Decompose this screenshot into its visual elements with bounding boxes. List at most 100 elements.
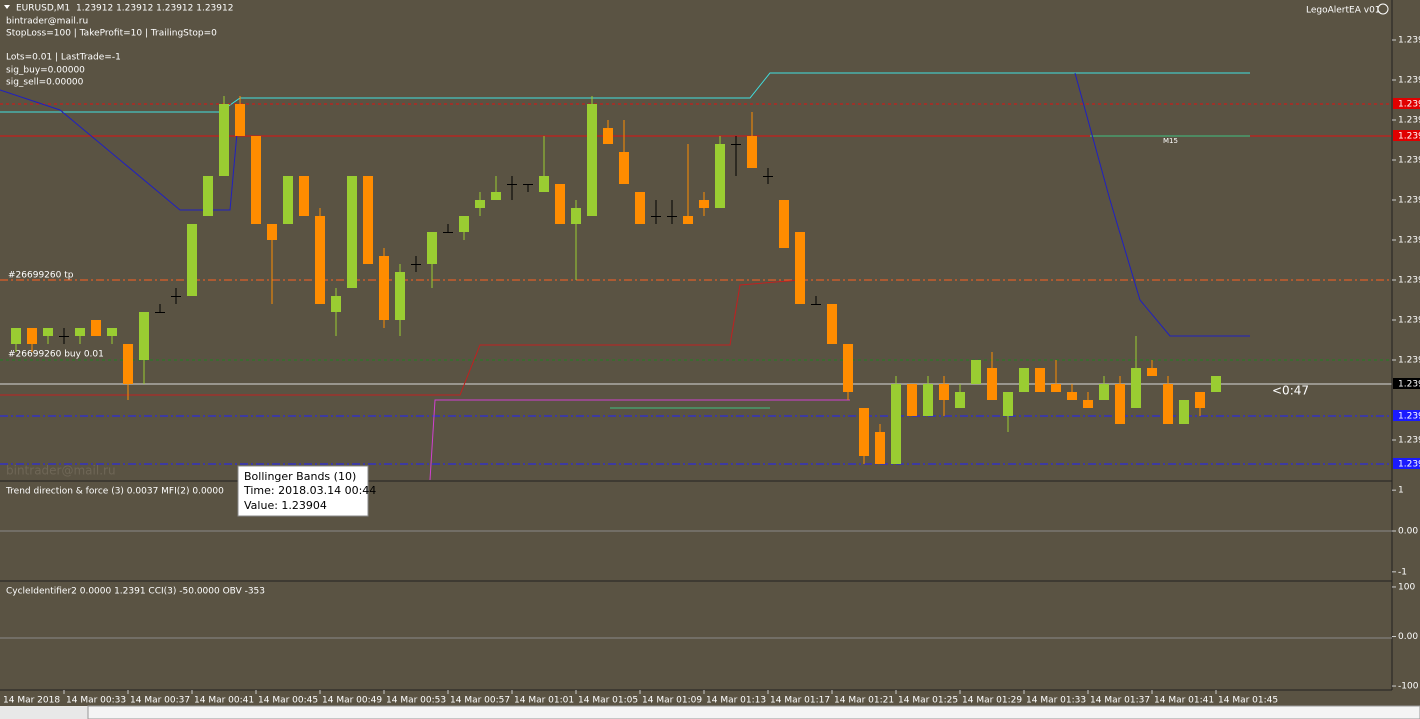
symbol: EURUSD,M1 — [16, 4, 70, 14]
price-tag-label: 1.239 — [1398, 100, 1420, 110]
candle-body — [123, 344, 133, 384]
ea-icon[interactable] — [1377, 3, 1389, 15]
order-label: #26699260 tp — [8, 271, 74, 281]
x-tick-label: 14 Mar 01:17 — [770, 696, 830, 706]
y-tick-label: 1.239 — [1398, 356, 1420, 366]
price-tag-label: 1.239 — [1398, 132, 1420, 142]
candle-body — [507, 184, 517, 185]
countdown: <0:47 — [1272, 384, 1309, 398]
candle-body — [571, 208, 581, 224]
candle-body — [539, 176, 549, 192]
y-tick-label: 1.239 — [1398, 116, 1420, 126]
candle-body — [747, 136, 757, 168]
candle-body — [843, 344, 853, 392]
candle-body — [1147, 368, 1157, 376]
x-tick-label: 14 Mar 01:21 — [834, 696, 894, 706]
candle-body — [939, 384, 949, 400]
candle-body — [731, 144, 741, 145]
candle-body — [75, 328, 85, 336]
price-tag-label: 1.239 — [1398, 380, 1420, 390]
candle-body — [1003, 392, 1013, 416]
candle-body — [795, 232, 805, 304]
candle-body — [667, 216, 677, 217]
trail-line — [0, 279, 801, 396]
candle-body — [443, 232, 453, 233]
x-tick-label: 14 Mar 00:57 — [450, 696, 510, 706]
candle-body — [923, 384, 933, 416]
channel-line — [0, 72, 1250, 113]
candle-body — [363, 176, 373, 264]
candle-body — [555, 184, 565, 224]
candle-body — [1179, 400, 1189, 424]
candle-body — [811, 304, 821, 305]
candle-body — [59, 336, 69, 337]
price-tag — [1393, 130, 1420, 141]
candle-body — [699, 200, 709, 208]
collapse-arrow[interactable] — [4, 5, 10, 9]
panel-label: CycleIdentifier2 0.0000 1.2391 CCI(3) -5… — [6, 587, 265, 597]
x-tick-label: 14 Mar 01:05 — [578, 696, 638, 706]
candle-body — [603, 128, 613, 144]
stop-line — [1074, 72, 1250, 337]
candle-body — [91, 320, 101, 336]
candle-body — [1019, 368, 1029, 392]
y-tick-label: 1.239 — [1398, 36, 1420, 46]
y-tick-label: 100 — [1398, 582, 1415, 592]
candle-body — [427, 232, 437, 264]
y-tick-label: 1 — [1398, 486, 1404, 496]
candle-body — [299, 176, 309, 216]
candle-body — [715, 144, 725, 208]
info-line: bintrader@mail.ru — [6, 17, 88, 27]
price-tag-label: 1.239 — [1398, 412, 1420, 422]
x-tick-label: 14 Mar 01:13 — [706, 696, 766, 706]
tooltip-value: Value: 1.23904 — [244, 499, 327, 512]
x-tick-label: 14 Mar 00:33 — [66, 696, 126, 706]
x-tick-label: 14 Mar 01:33 — [1026, 696, 1086, 706]
candle-body — [219, 104, 229, 176]
y-tick-label: 1.239 — [1398, 276, 1420, 286]
candle-body — [891, 384, 901, 464]
ohlc: 1.23912 1.23912 1.23912 1.23912 — [76, 4, 233, 14]
stop-line — [429, 399, 850, 481]
tooltip — [237, 465, 369, 517]
x-tick-label: 14 Mar 2018 — [3, 696, 60, 706]
candle-body — [395, 272, 405, 320]
candle-body — [11, 328, 21, 344]
x-tick-label: 14 Mar 01:29 — [962, 696, 1022, 706]
y-tick-label: 1.239 — [1398, 156, 1420, 166]
candle-body — [971, 360, 981, 384]
candle-body — [827, 304, 837, 344]
candle-body — [763, 176, 773, 177]
y-tick-label: 1.239 — [1398, 196, 1420, 206]
candle-body — [267, 224, 277, 240]
candle-body — [475, 200, 485, 208]
candle-body — [1211, 376, 1221, 392]
x-tick-label: 14 Mar 00:37 — [130, 696, 190, 706]
candle-body — [347, 176, 357, 288]
candle-body — [907, 384, 917, 416]
y-tick-label: 1.239 — [1398, 316, 1420, 326]
x-tick-label: 14 Mar 01:41 — [1154, 696, 1214, 706]
y-tick-label: 1.239 — [1398, 76, 1420, 86]
y-tick-label: -1 — [1398, 567, 1407, 577]
candle-body — [1163, 384, 1173, 424]
candle-body — [251, 136, 261, 224]
info-line: StopLoss=100 | TakeProfit=10 | TrailingS… — [6, 29, 217, 39]
y-tick-label: 0.00 — [1398, 527, 1418, 537]
price-tag — [1393, 458, 1420, 469]
x-tick-label: 14 Mar 00:45 — [258, 696, 318, 706]
candle-body — [651, 216, 661, 217]
order-label: #26699260 buy 0.01 — [8, 350, 104, 360]
tooltip-time: Time: 2018.03.14 00:44 — [243, 484, 376, 497]
candle-body — [187, 224, 197, 296]
candle-body — [283, 176, 293, 224]
info-line: sig_sell=0.00000 — [6, 78, 84, 88]
x-tick-label: 14 Mar 01:25 — [898, 696, 958, 706]
candle-body — [587, 104, 597, 216]
candle-body — [107, 328, 117, 336]
tab[interactable] — [87, 705, 1420, 719]
price-tag-label: 1.239 — [1398, 460, 1420, 470]
candle-body — [491, 192, 501, 200]
price-tag — [1393, 410, 1420, 421]
